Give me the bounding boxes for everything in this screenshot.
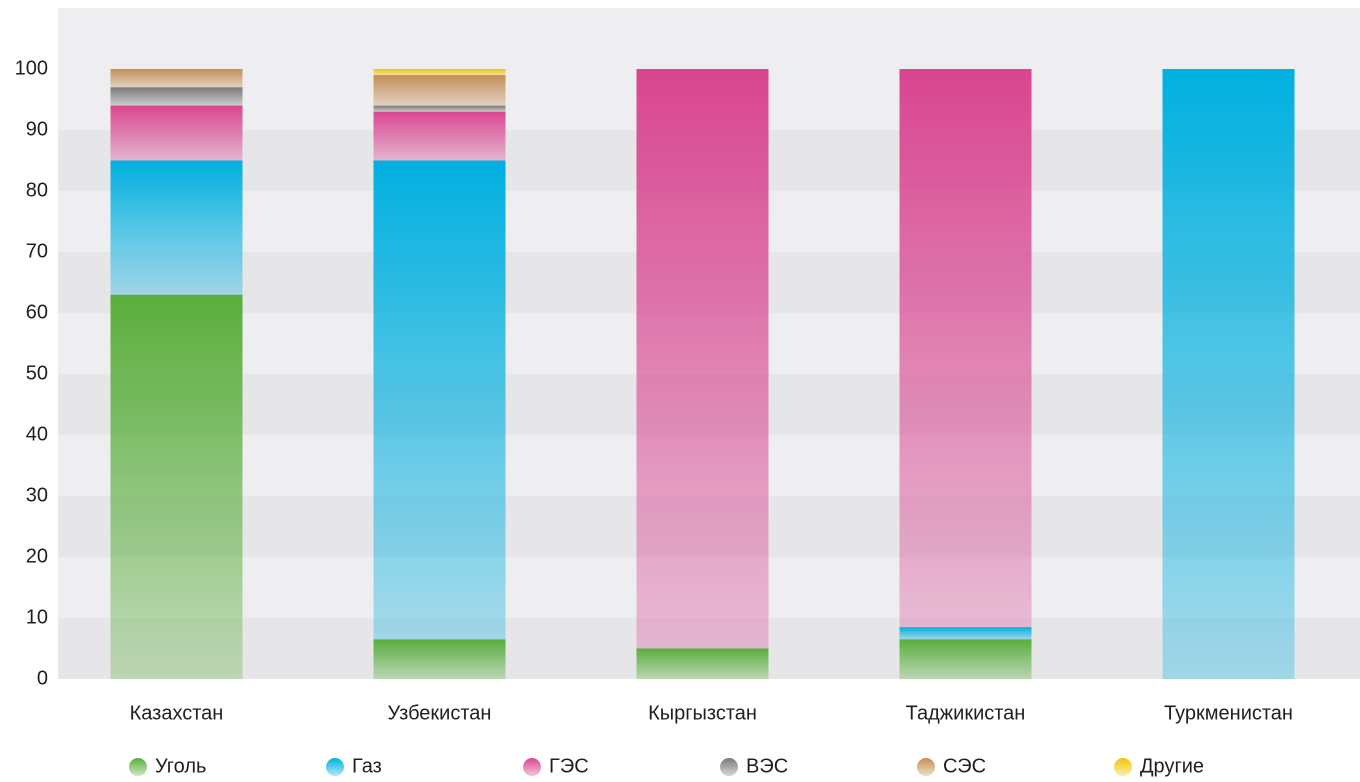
bar-segment — [636, 648, 769, 679]
legend-swatch — [326, 758, 344, 776]
bar-segment — [1162, 69, 1295, 679]
y-tick-label: 90 — [26, 118, 48, 140]
legend-label: Газ — [352, 755, 382, 777]
y-tick-label: 10 — [26, 606, 48, 628]
legend-swatch — [523, 758, 541, 776]
legend-label: Уголь — [155, 755, 206, 777]
bar-segment — [110, 105, 243, 161]
bar-segment — [899, 69, 1032, 628]
bar-segment — [373, 639, 506, 679]
legend-label: СЭС — [943, 755, 986, 777]
bar-segment — [373, 160, 506, 640]
x-tick-label: Узбекистан — [388, 702, 492, 724]
bar-segment — [110, 294, 243, 679]
bar-segment — [636, 69, 769, 649]
bar-segment — [110, 69, 243, 88]
bar-segment — [110, 160, 243, 295]
legend-label: Другие — [1140, 755, 1204, 777]
x-tick-label: Казахстан — [130, 702, 224, 724]
legend-label: ГЭС — [549, 755, 589, 777]
bar-segment — [899, 627, 1032, 640]
bar-segment — [373, 69, 506, 76]
x-tick-label: Кыргызстан — [648, 702, 757, 724]
y-tick-label: 30 — [26, 484, 48, 506]
bar-segment — [373, 75, 506, 106]
x-tick-label: Туркменистан — [1164, 702, 1293, 724]
legend-label: ВЭС — [746, 755, 788, 777]
y-tick-label: 70 — [26, 240, 48, 262]
legend-swatch — [917, 758, 935, 776]
bar-segment — [899, 639, 1032, 679]
y-tick-label: 50 — [26, 362, 48, 384]
y-tick-label: 0 — [37, 667, 48, 689]
bar-segment — [110, 87, 243, 106]
y-tick-label: 80 — [26, 179, 48, 201]
bar-segment — [373, 111, 506, 161]
y-tick-label: 100 — [15, 57, 48, 79]
y-tick-label: 40 — [26, 423, 48, 445]
legend-swatch — [1114, 758, 1132, 776]
y-tick-label: 60 — [26, 301, 48, 323]
legend-swatch — [720, 758, 738, 776]
legend-swatch — [129, 758, 147, 776]
bar-segment — [373, 105, 506, 112]
x-tick-label: Таджикистан — [906, 702, 1026, 724]
y-tick-label: 20 — [26, 545, 48, 567]
